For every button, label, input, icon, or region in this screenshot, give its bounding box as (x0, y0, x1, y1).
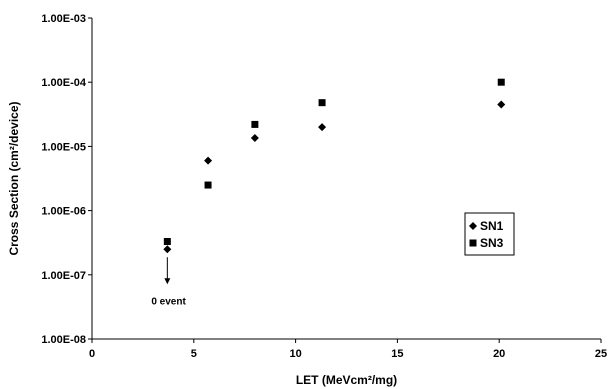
data-point-sn3 (497, 78, 505, 86)
annotation-label: 0 event (151, 296, 186, 307)
y-tick-label: 1.00E-07 (41, 270, 86, 282)
y-tick-label: 1.00E-04 (41, 77, 87, 89)
y-tick-label: 1.00E-05 (41, 141, 86, 153)
data-points (163, 78, 506, 254)
series-sn3 (163, 78, 505, 246)
y-tick-label: 1.00E-03 (41, 13, 86, 25)
x-ticks: 0 5 10 15 20 25 (89, 339, 607, 360)
data-point-sn1 (250, 134, 259, 143)
legend-label-sn3: SN3 (480, 236, 504, 250)
y-tick-label: 1.00E-08 (41, 334, 86, 346)
x-tick-label: 15 (391, 348, 403, 360)
series-sn1 (163, 100, 506, 254)
legend-marker-sn3 (469, 239, 477, 247)
legend-marker-sn1 (469, 222, 477, 230)
data-point-sn3 (163, 238, 171, 246)
data-point-sn1 (318, 123, 327, 132)
data-point-sn3 (204, 181, 212, 189)
y-tick-label: 1.00E-06 (41, 206, 86, 218)
annotations: 0 event (151, 257, 186, 307)
legend-item-sn1: SN1 (469, 219, 504, 233)
x-tick-label: 5 (191, 348, 197, 360)
y-ticks: 1.00E-08 1.00E-07 1.00E-06 1.00E-05 1.00E-04… (41, 13, 92, 346)
data-point-sn3 (318, 99, 326, 107)
x-tick-label: 10 (289, 348, 301, 360)
legend-label-sn1: SN1 (480, 219, 504, 233)
axes: 0 5 10 15 20 25 1.00E-081.00E-071.00E-061.00E… (41, 13, 607, 360)
data-point-sn3 (251, 120, 259, 128)
x-tick-label: 0 (89, 348, 95, 360)
x-tick-label: 20 (493, 348, 505, 360)
annotation-arrow-head (164, 278, 171, 285)
legend-box (464, 212, 515, 256)
x-tick-label: 25 (595, 348, 607, 360)
x-axis-label: LET (MeVcm²/mg) (296, 373, 397, 387)
legend-item-sn3: SN3 (469, 236, 504, 250)
data-point-sn1 (163, 245, 172, 254)
y-axis-label: Cross Section (cm²/device) (7, 101, 21, 255)
data-point-sn1 (204, 156, 213, 165)
data-point-sn1 (497, 100, 506, 109)
